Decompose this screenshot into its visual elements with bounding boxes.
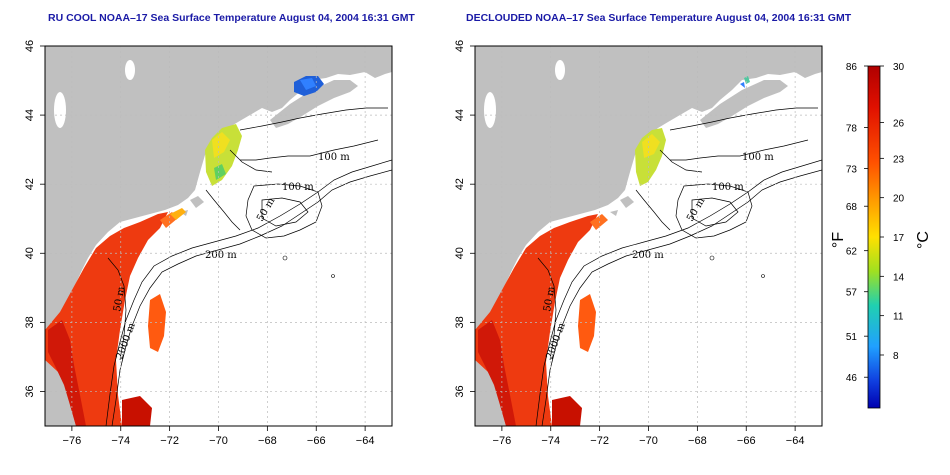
nova-scotia <box>270 80 358 128</box>
y-tick-label: 36 <box>454 385 466 397</box>
celsius-tick-label: 11 <box>893 312 904 323</box>
x-tick-label: −72 <box>590 435 609 447</box>
x-tick-label: −66 <box>307 435 326 447</box>
x-tick-label: −64 <box>356 435 375 447</box>
x-tick-label: −72 <box>160 435 179 447</box>
contour-label: 100 m <box>318 152 350 163</box>
sst-warm-shelf <box>45 212 168 426</box>
celsius-unit-label: °C <box>915 231 932 249</box>
land-south <box>45 360 76 426</box>
x-tick-label: −74 <box>541 435 560 447</box>
celsius-tick-label: 8 <box>893 351 899 362</box>
contour-label: 100 m <box>282 182 314 193</box>
celsius-tick-label: 23 <box>893 154 905 165</box>
contour-label: 50 m <box>112 285 127 312</box>
contour-label: 100 m <box>742 152 774 163</box>
contour-label: 50 m <box>542 285 557 312</box>
x-tick-label: −74 <box>111 435 130 447</box>
graticule <box>475 45 822 426</box>
colorbar-scale <box>867 65 881 409</box>
contour-label: 200 m <box>205 250 237 261</box>
x-tick-label: −68 <box>258 435 277 447</box>
y-tick-label: 36 <box>24 385 36 397</box>
axis-ticks: −76 −74 −72 −70 −68 −66 −64 46 44 42 40 38 36 <box>24 40 374 447</box>
sst-warm-shelf <box>475 214 598 426</box>
y-tick-label: 40 <box>454 247 466 259</box>
y-tick-label: 38 <box>24 316 36 328</box>
celsius-tick-label: 20 <box>893 194 905 205</box>
cape-cod <box>620 196 634 208</box>
fahrenheit-tick-label: 73 <box>846 165 858 176</box>
bathymetry-contours <box>105 107 392 426</box>
fahrenheit-tick-label: 68 <box>846 202 858 213</box>
left-map-title: RU COOL NOAA–17 Sea Surface Temperature … <box>48 12 415 24</box>
x-tick-label: −70 <box>639 435 658 447</box>
y-tick-label: 44 <box>24 109 36 121</box>
y-tick-label: 42 <box>454 178 466 190</box>
nova-scotia <box>700 80 788 128</box>
celsius-tick-label: 26 <box>893 118 905 129</box>
y-tick-label: 44 <box>454 109 466 121</box>
fahrenheit-tick-label: 78 <box>846 124 858 135</box>
celsius-tick-label: 14 <box>893 272 905 283</box>
x-tick-label: −68 <box>688 435 707 447</box>
contour-label: 100 m <box>712 182 744 193</box>
right-map-panel: 100 m 100 m 50 m 200 m 50 m 2000 m −76 −7… <box>454 40 823 447</box>
x-tick-label: −76 <box>493 435 512 447</box>
axis-ticks: −76 −74 −72 −70 −68 −66 −64 46 44 42 40 38 36 <box>454 40 804 447</box>
x-tick-label: −64 <box>786 435 805 447</box>
x-tick-label: −66 <box>737 435 756 447</box>
land-mass <box>475 46 822 340</box>
y-tick-label: 46 <box>24 40 36 52</box>
temperature-colorbar: 86 78 73 68 62 57 51 46 30 26 23 20 17 14 11 8 °F °C <box>830 62 932 409</box>
graticule <box>45 45 392 426</box>
fahrenheit-unit-label: °F <box>830 232 847 248</box>
left-map-panel: 100 m 100 m 50 m 200 m 50 m 2000 m −76 −7… <box>24 40 393 447</box>
y-tick-label: 38 <box>454 316 466 328</box>
bathymetry-contours <box>535 107 822 426</box>
right-map-title: DECLOUDED NOAA–17 Sea Surface Temperatur… <box>466 12 852 24</box>
contour-label: 200 m <box>632 250 664 261</box>
celsius-tick-label: 17 <box>893 233 905 244</box>
y-tick-label: 42 <box>24 178 36 190</box>
fahrenheit-tick-label: 57 <box>846 288 858 299</box>
fahrenheit-tick-label: 86 <box>846 62 858 73</box>
x-tick-label: −70 <box>209 435 228 447</box>
celsius-tick-label: 30 <box>893 62 905 73</box>
land-south <box>475 360 506 426</box>
y-tick-label: 46 <box>454 40 466 52</box>
y-tick-label: 40 <box>24 247 36 259</box>
fahrenheit-tick-label: 62 <box>846 247 858 258</box>
fahrenheit-tick-label: 46 <box>846 373 858 384</box>
cape-cod <box>190 196 204 208</box>
x-tick-label: −76 <box>63 435 82 447</box>
fahrenheit-tick-label: 51 <box>846 332 858 343</box>
land-mass <box>45 46 392 340</box>
